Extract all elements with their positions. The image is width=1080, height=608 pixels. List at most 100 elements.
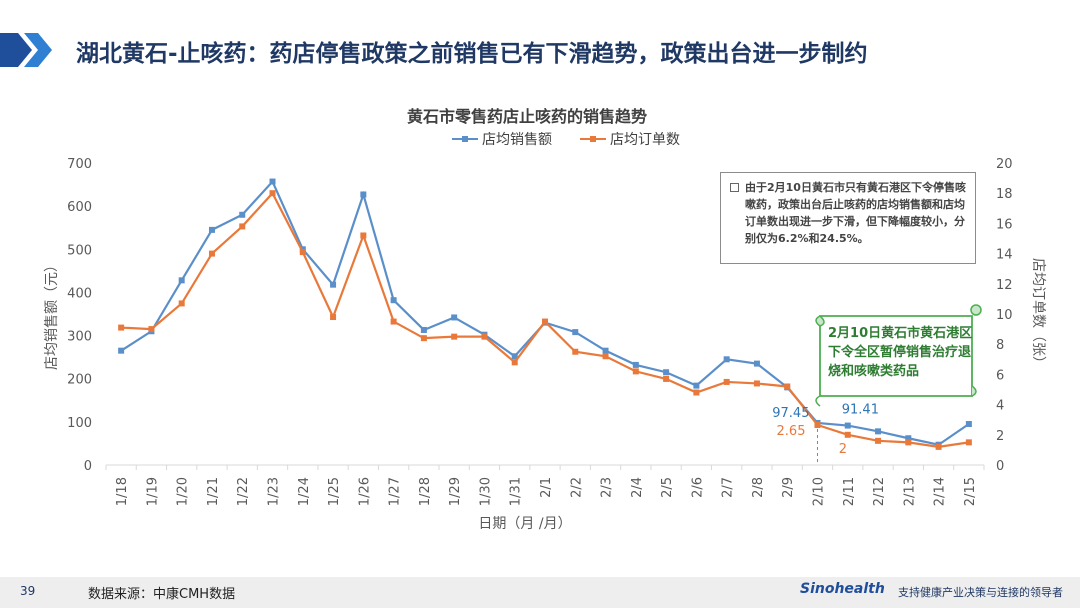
y-tick-label: 100	[67, 416, 92, 431]
data-point	[451, 314, 458, 321]
y-tick-label: 600	[67, 200, 92, 215]
x-tick-label: 1/18	[115, 477, 130, 506]
header-chevron-icon	[0, 33, 52, 67]
data-point	[572, 348, 579, 355]
data-point	[844, 422, 851, 429]
y-tick-label: 300	[67, 330, 92, 345]
y2-tick-label: 14	[996, 248, 1013, 263]
data-point	[299, 249, 306, 256]
legend-label: 店均订单数	[610, 132, 680, 148]
x-tick-label: 1/24	[297, 477, 312, 506]
data-point	[632, 361, 639, 368]
y2-tick-label: 10	[996, 308, 1013, 323]
x-tick-label: 1/19	[145, 477, 160, 506]
y2-tick-label: 6	[996, 368, 1004, 383]
data-point	[875, 437, 882, 444]
data-point	[844, 431, 851, 438]
data-label: 97.45	[772, 406, 809, 421]
x-tick-label: 2/7	[721, 477, 736, 498]
data-point	[663, 375, 670, 382]
chart-title: 黄石市零售药店止咳药的销售趋势	[407, 107, 647, 126]
data-point	[118, 324, 125, 331]
data-point	[572, 329, 579, 336]
y-tick-label: 500	[67, 243, 92, 258]
x-tick-label: 2/11	[842, 477, 857, 506]
data-point	[178, 300, 185, 307]
data-point	[511, 359, 518, 366]
x-tick-label: 1/20	[176, 477, 191, 506]
data-point	[178, 277, 185, 284]
x-tick-label: 2/6	[690, 477, 705, 498]
page-number: 39	[20, 584, 36, 598]
data-label: 2.65	[777, 424, 806, 439]
data-point	[935, 443, 942, 450]
data-point	[360, 191, 367, 198]
data-point	[269, 178, 276, 185]
data-point	[602, 353, 609, 360]
y-tick-label: 400	[67, 286, 92, 301]
y2-tick-label: 16	[996, 217, 1013, 232]
x-tick-label: 1/29	[448, 477, 463, 506]
data-point	[330, 314, 337, 321]
data-point	[814, 421, 821, 428]
x-tick-label: 2/9	[781, 477, 796, 498]
x-tick-label: 2/5	[660, 477, 675, 498]
data-point	[360, 232, 367, 239]
data-point	[875, 428, 882, 435]
data-point	[753, 360, 760, 367]
x-tick-label: 2/3	[600, 477, 615, 498]
checkbox-bullet-icon	[730, 183, 739, 192]
y-tick-label: 700	[67, 157, 92, 172]
x-tick-label: 1/30	[478, 477, 493, 506]
x-tick-label: 2/8	[751, 477, 766, 498]
y-tick-label: 200	[67, 373, 92, 388]
y2-tick-label: 20	[996, 157, 1013, 172]
x-tick-label: 1/31	[509, 477, 524, 506]
data-point	[965, 421, 972, 428]
data-point	[905, 439, 912, 446]
data-point	[148, 326, 155, 333]
data-point	[239, 223, 246, 230]
x-tick-label: 1/26	[357, 477, 372, 506]
x-axis-title: 日期（月 /月）	[478, 516, 571, 532]
callout-box: 由于2月10日黄石市只有黄石港区下令停售咳嗽药，政策出台后止咳药的店均销售额和店…	[720, 172, 976, 264]
data-point	[118, 347, 125, 354]
data-point	[420, 326, 427, 333]
data-point	[723, 356, 730, 363]
data-point	[330, 281, 337, 288]
x-tick-label: 1/21	[206, 477, 221, 506]
y2-tick-label: 18	[996, 187, 1013, 202]
legend-label: 店均销售额	[482, 132, 552, 148]
y2-tick-label: 8	[996, 338, 1004, 353]
x-tick-label: 2/4	[630, 477, 645, 498]
x-tick-label: 2/1	[539, 477, 554, 498]
y-tick-label: 0	[84, 459, 92, 474]
data-point	[208, 226, 215, 233]
x-tick-label: 2/10	[811, 477, 826, 506]
data-point	[481, 333, 488, 340]
data-point	[753, 380, 760, 387]
x-tick-label: 2/2	[569, 477, 584, 498]
data-point	[390, 318, 397, 325]
data-point	[390, 297, 397, 304]
data-point	[239, 211, 246, 218]
legend-marker	[462, 136, 468, 142]
data-label: 91.41	[842, 403, 879, 418]
page-title: 湖北黄石-止咳药：药店停售政策之前销售已有下滑趋势，政策出台进一步制约	[76, 41, 868, 67]
data-point	[965, 439, 972, 446]
data-point	[632, 368, 639, 375]
sinohealth-logo: Sinohealth	[800, 581, 885, 597]
data-point	[542, 318, 548, 325]
data-point	[905, 435, 912, 442]
data-point	[693, 382, 700, 389]
x-tick-label: 1/28	[418, 477, 433, 506]
data-point	[663, 369, 670, 376]
y2-tick-label: 12	[996, 278, 1013, 293]
footer-slogan: 支持健康产业决策与连接的领导者	[898, 586, 1063, 599]
data-point	[723, 378, 730, 385]
y2-tick-label: 4	[996, 399, 1004, 414]
scroll-note-icon	[815, 304, 982, 407]
x-tick-label: 2/12	[872, 477, 887, 506]
x-tick-label: 1/23	[267, 477, 282, 506]
x-tick-label: 1/27	[388, 477, 403, 506]
